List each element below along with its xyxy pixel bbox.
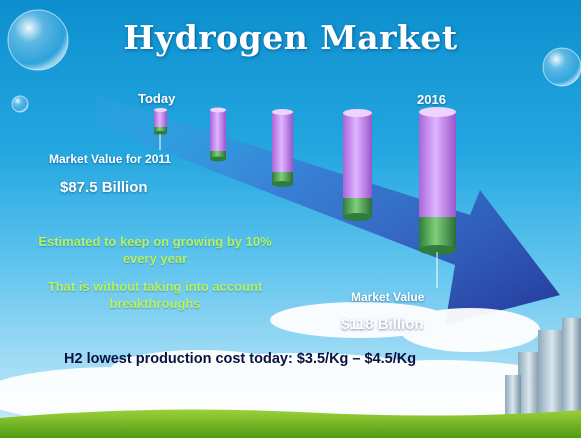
cylinder-4 — [343, 109, 372, 221]
note-caveat: That is without taking into account brea… — [47, 279, 263, 311]
value-2011: $87.5 Billion — [60, 179, 148, 196]
grass — [0, 409, 581, 438]
value-2016: $118 Billion — [341, 316, 424, 333]
bubble-right — [542, 47, 581, 87]
label-today: Today — [138, 91, 176, 106]
page-title: Hydrogen Market — [123, 18, 458, 57]
label-2016: 2016 — [417, 92, 446, 107]
cylinder-2 — [210, 107, 226, 162]
cylinder-1 — [154, 108, 167, 135]
bubble-small — [11, 95, 29, 113]
label-market-value-2011: Market Value for 2011 — [49, 152, 172, 166]
production-cost-note: H2 lowest production cost today: $3.5/Kg… — [64, 351, 417, 367]
note-growth: Estimated to keep on growing by 10% ever… — [38, 234, 272, 266]
cylinder-5 — [419, 107, 456, 255]
cylinder-3 — [272, 109, 293, 187]
bubble-large — [7, 9, 69, 71]
label-market-value: Market Value — [351, 290, 425, 304]
